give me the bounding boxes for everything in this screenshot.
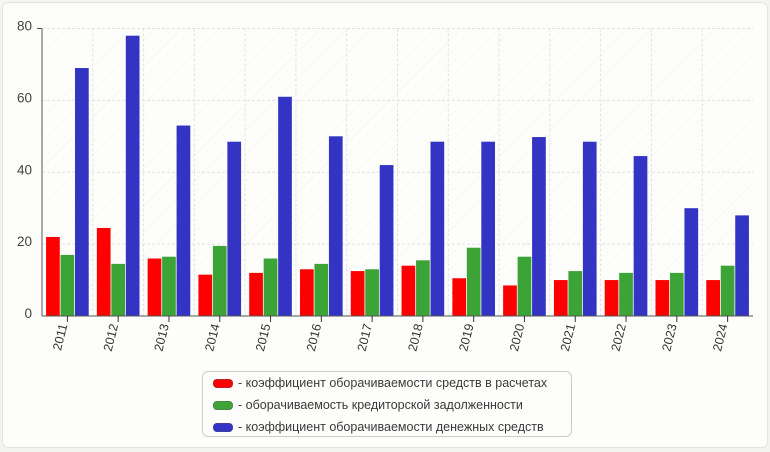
svg-text:20: 20 [17,234,32,249]
svg-text:0: 0 [24,306,32,321]
svg-text:2024: 2024 [710,322,730,352]
svg-text:2020: 2020 [507,322,527,352]
svg-text:2018: 2018 [405,322,425,352]
svg-text:2012: 2012 [101,322,121,352]
svg-text:2022: 2022 [609,322,629,352]
svg-text:2019: 2019 [456,322,476,352]
svg-text:2023: 2023 [659,322,679,352]
svg-text:2011: 2011 [50,322,70,352]
svg-text:2021: 2021 [558,322,578,352]
svg-text:2017: 2017 [355,322,375,352]
svg-text:60: 60 [17,90,32,105]
svg-text:2015: 2015 [253,322,273,352]
svg-text:40: 40 [17,162,32,177]
svg-text:80: 80 [17,19,32,34]
svg-text:2013: 2013 [152,322,172,352]
svg-text:2014: 2014 [202,322,222,352]
svg-text:2016: 2016 [304,322,324,352]
